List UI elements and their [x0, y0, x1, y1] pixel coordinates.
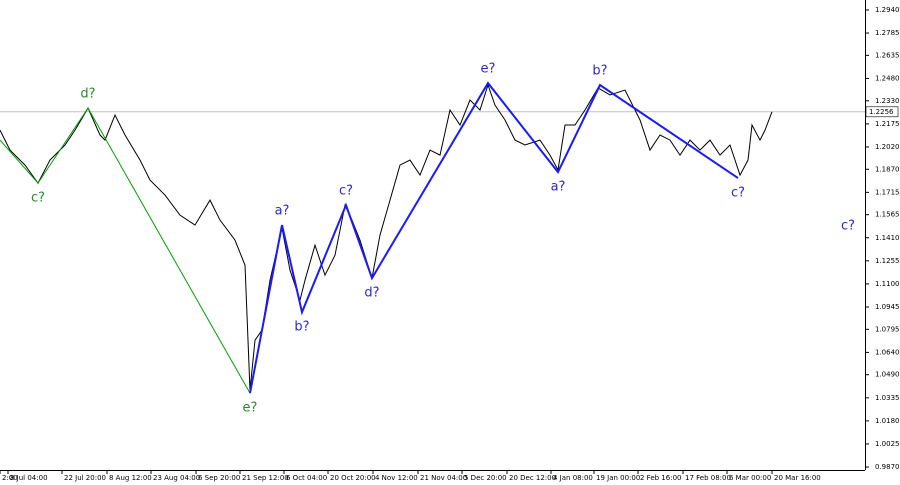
y-tick-label: 1.2635 — [875, 51, 900, 59]
y-tick-label: 0.9870 — [875, 463, 900, 471]
x-tick-label: 19 Jan 00:00 — [596, 474, 640, 482]
annotation: c? — [841, 219, 855, 234]
y-tick-label: 1.0335 — [875, 394, 900, 402]
y-tick-label: 1.1715 — [875, 188, 900, 196]
wave-label: c? — [339, 184, 353, 199]
x-tick-label: 4 Nov 12:00 — [375, 474, 418, 482]
y-tick-label: 1.2330 — [875, 97, 900, 105]
y-tick-label: 1.2480 — [875, 74, 900, 82]
y-tick-label: 1.1100 — [875, 280, 900, 288]
x-tick-label: 6 Oct 04:00 — [286, 474, 327, 482]
wave-label: d? — [364, 286, 379, 301]
x-tick-label: 20 Oct 20:00 — [330, 474, 376, 482]
y-tick-label: 1.2940 — [875, 6, 900, 14]
x-tick-label: 8 Jul 04:00 — [10, 474, 48, 482]
price-line — [0, 83, 773, 391]
x-tick-label: 6 Mar 00:00 — [729, 474, 771, 482]
y-tick-label: 1.0490 — [875, 371, 900, 379]
x-tick-label: 22 Jul 20:00 — [64, 474, 106, 482]
wave-label: a? — [275, 204, 290, 219]
x-tick-label: 6 Sep 20:00 — [198, 474, 240, 482]
current-price-box — [865, 106, 899, 118]
wave-line — [0, 107, 251, 394]
x-tick-label: 23 Aug 04:00 — [153, 474, 200, 482]
x-tick-label: 21 Nov 04:00 — [420, 474, 467, 482]
wave-label: b? — [294, 320, 309, 335]
y-tick-label: 1.0180 — [875, 417, 900, 425]
y-tick-label: 1.0795 — [875, 325, 900, 333]
wave-label: c? — [731, 186, 745, 201]
y-tick-label: 1.0025 — [875, 440, 900, 448]
x-tick-label: 21 Sep 12:00 — [242, 474, 289, 482]
x-tick-label: 20 Dec 12:00 — [509, 474, 556, 482]
y-tick-label: 1.1255 — [875, 257, 900, 265]
x-tick-label: 5 Dec 20:00 — [464, 474, 507, 482]
wave-line — [249, 81, 739, 394]
wave-label: e? — [243, 401, 258, 416]
wave-label: e? — [481, 62, 496, 77]
wave-label: b? — [592, 64, 607, 79]
wave-label: a? — [551, 180, 566, 195]
current-price-label: 1.2256 — [869, 108, 894, 116]
y-tick-label: 1.2020 — [875, 143, 900, 151]
y-tick-label: 1.1410 — [875, 234, 900, 242]
y-tick-label: 1.0945 — [875, 303, 900, 311]
wave-label: c? — [31, 191, 45, 206]
y-tick-label: 1.0640 — [875, 348, 900, 356]
y-tick-label: 1.2785 — [875, 29, 900, 37]
x-tick-label: 17 Feb 08:00 — [685, 474, 731, 482]
x-tick-label: 4 Jan 08:00 — [553, 474, 593, 482]
x-tick-label: 2:00 — [2, 474, 18, 482]
x-tick-label: 20 Mar 16:00 — [774, 474, 821, 482]
x-tick-label: 8 Aug 12:00 — [109, 474, 152, 482]
wave-label: d? — [80, 87, 95, 102]
y-tick-label: 1.2175 — [875, 120, 900, 128]
y-tick-label: 1.1565 — [875, 211, 900, 219]
x-tick-label: 2 Feb 16:00 — [640, 474, 681, 482]
y-tick-label: 1.1870 — [875, 165, 900, 173]
